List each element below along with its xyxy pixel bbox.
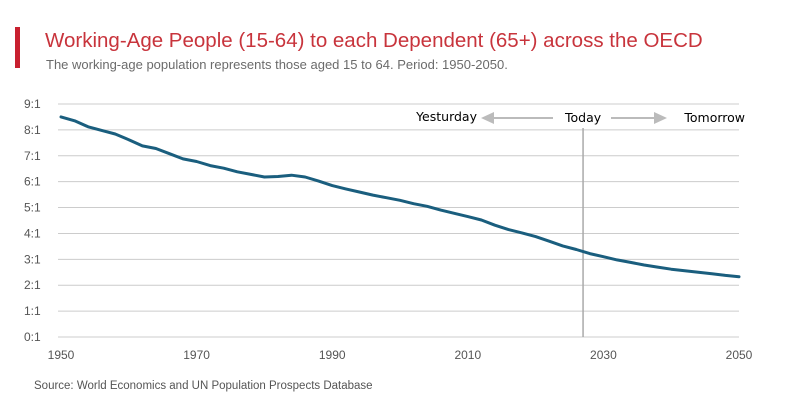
y-tick-label-0: 0:1 xyxy=(24,330,41,344)
timeline-annotations: Today Yesturday Tomorrow xyxy=(415,109,745,337)
y-tick-label-3: 3:1 xyxy=(24,252,41,266)
x-axis-ticks: 1950 1970 1990 2010 2030 2050 xyxy=(48,348,753,362)
yesterday-arrow-head xyxy=(481,112,494,124)
grid-layer xyxy=(58,103,739,338)
series-line-0 xyxy=(59,115,741,279)
y-tick-label-4: 4:1 xyxy=(24,226,41,240)
today-label: Today xyxy=(564,110,602,125)
x-tick-label-1990: 1990 xyxy=(319,348,346,362)
chart-title: Working-Age People (15-64) to each Depen… xyxy=(45,29,703,52)
tomorrow-arrow-head xyxy=(654,112,667,124)
y-tick-label-8: 8:1 xyxy=(24,123,41,137)
y-tick-label-1: 1:1 xyxy=(24,304,41,318)
y-tick-label-6: 6:1 xyxy=(24,175,41,189)
tomorrow-label: Tomorrow xyxy=(683,110,745,125)
y-tick-label-5: 5:1 xyxy=(24,201,41,215)
y-tick-label-9: 9:1 xyxy=(24,97,41,111)
x-tick-label-2050: 2050 xyxy=(726,348,753,362)
y-axis-ticks: 0:1 1:1 2:1 3:1 4:1 5:1 6:1 7:1 8:1 9:1 xyxy=(24,97,41,344)
source-note: Source: World Economics and UN Populatio… xyxy=(34,380,373,392)
yesterday-label: Yesturday xyxy=(415,109,478,124)
series-layer xyxy=(59,115,741,279)
title-accent-bar xyxy=(15,27,20,68)
x-tick-label-1950: 1950 xyxy=(48,348,75,362)
x-tick-label-2010: 2010 xyxy=(454,348,481,362)
x-tick-label-2030: 2030 xyxy=(590,348,617,362)
chart-subtitle: The working-age population represents th… xyxy=(46,57,508,72)
x-tick-label-1970: 1970 xyxy=(183,348,210,362)
y-tick-label-2: 2:1 xyxy=(24,278,41,292)
y-tick-label-7: 7:1 xyxy=(24,149,41,163)
